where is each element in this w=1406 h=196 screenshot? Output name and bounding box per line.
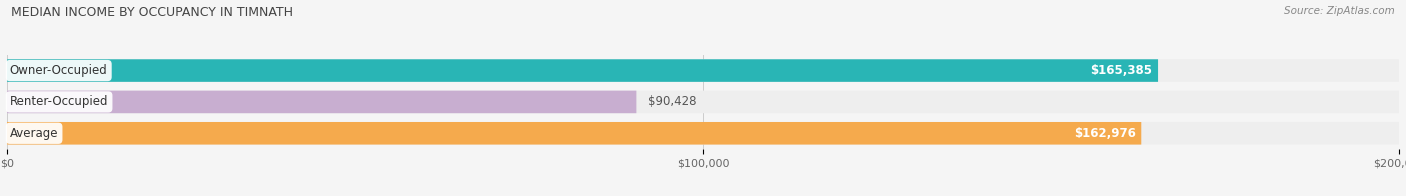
Text: Average: Average [10, 127, 58, 140]
Text: $90,428: $90,428 [648, 95, 696, 108]
FancyBboxPatch shape [7, 59, 1159, 82]
Text: $165,385: $165,385 [1091, 64, 1153, 77]
Text: MEDIAN INCOME BY OCCUPANCY IN TIMNATH: MEDIAN INCOME BY OCCUPANCY IN TIMNATH [11, 6, 294, 19]
FancyBboxPatch shape [7, 59, 1399, 82]
FancyBboxPatch shape [7, 122, 1399, 145]
Text: $162,976: $162,976 [1074, 127, 1136, 140]
Text: Owner-Occupied: Owner-Occupied [10, 64, 108, 77]
Text: Renter-Occupied: Renter-Occupied [10, 95, 108, 108]
FancyBboxPatch shape [7, 91, 1399, 113]
FancyBboxPatch shape [7, 91, 637, 113]
Text: Source: ZipAtlas.com: Source: ZipAtlas.com [1284, 6, 1395, 16]
FancyBboxPatch shape [7, 122, 1142, 145]
